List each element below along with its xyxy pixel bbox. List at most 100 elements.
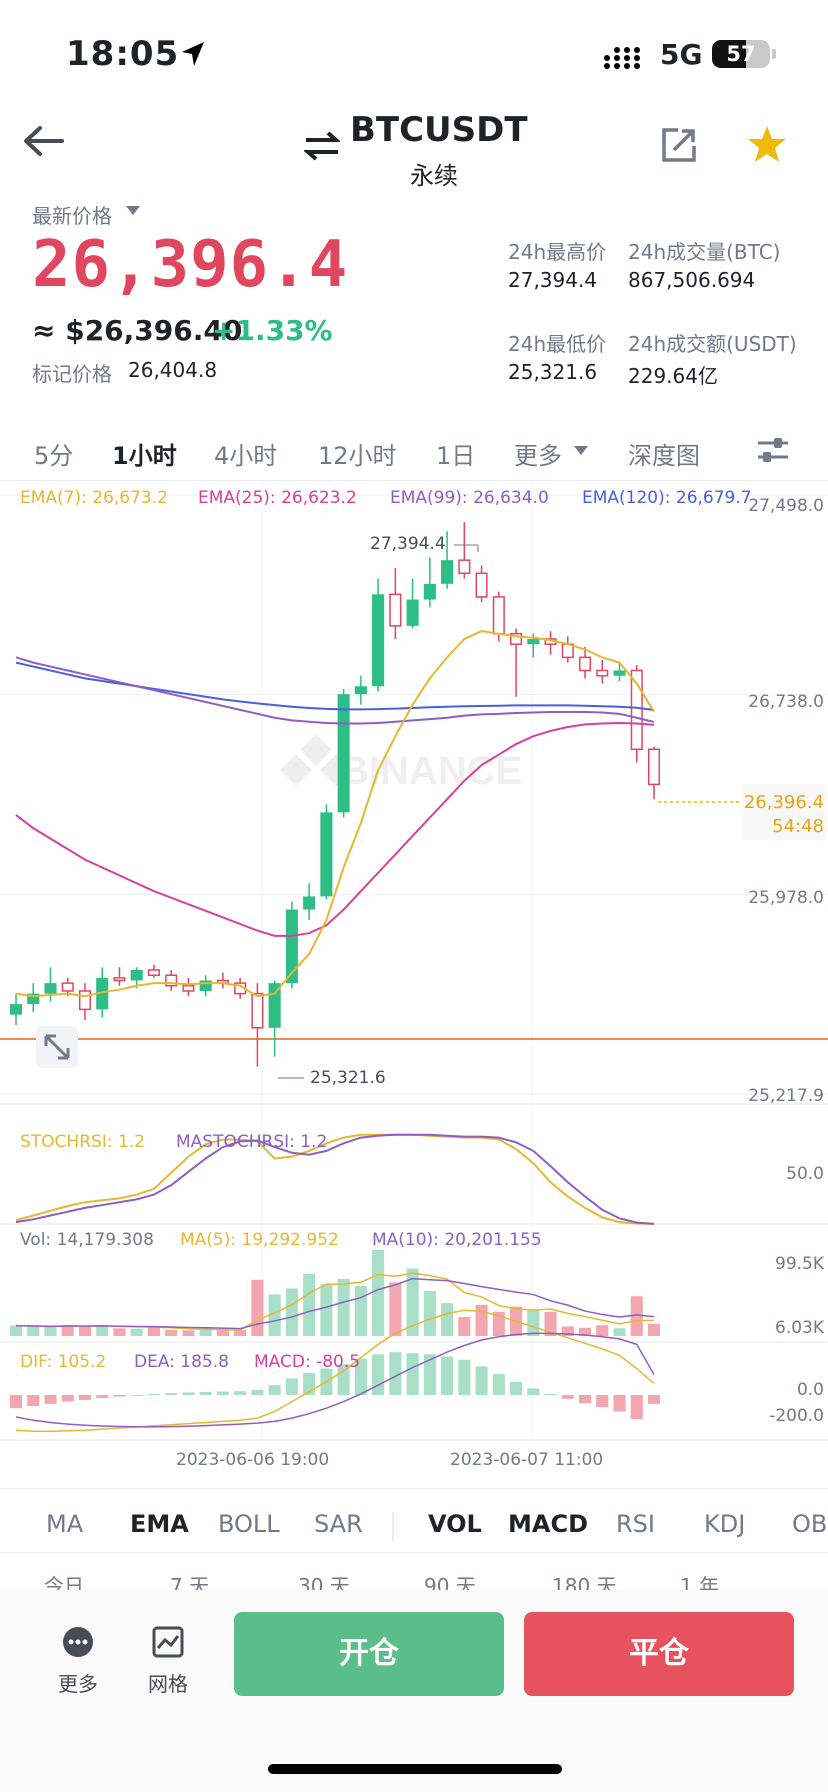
macd-bar bbox=[647, 1395, 661, 1404]
vol-ma10-line bbox=[15, 1277, 655, 1330]
macd-group bbox=[9, 1309, 661, 1433]
usd-price: ≈ $26,396.40 bbox=[32, 314, 243, 347]
volume-bar bbox=[9, 1325, 23, 1336]
volume-bar bbox=[389, 1282, 402, 1336]
volume-bar bbox=[647, 1323, 661, 1336]
caret-down-icon[interactable] bbox=[126, 206, 140, 216]
volume-bar bbox=[78, 1326, 92, 1336]
macd-bar bbox=[199, 1391, 212, 1395]
macd-bar bbox=[165, 1393, 178, 1395]
candle-body bbox=[354, 686, 367, 695]
candle-body bbox=[475, 572, 488, 598]
indicator-ob[interactable]: OB bbox=[792, 1510, 828, 1538]
ema25-legend: EMA(25): 26,623.2 bbox=[198, 488, 357, 508]
expand-icon[interactable] bbox=[36, 1026, 78, 1068]
macd-bar bbox=[596, 1395, 609, 1408]
ema7-legend: EMA(7): 26,673.2 bbox=[20, 488, 168, 508]
volume-bar bbox=[596, 1325, 609, 1336]
macd-bar bbox=[354, 1358, 367, 1395]
status-time: 18:05 bbox=[66, 34, 180, 74]
share-icon[interactable] bbox=[660, 126, 698, 164]
indicator-sar[interactable]: SAR bbox=[314, 1510, 363, 1538]
volume-bar bbox=[492, 1311, 505, 1336]
stochrsi-lines bbox=[15, 1133, 655, 1225]
volume-bar bbox=[354, 1285, 367, 1336]
volume-bar bbox=[527, 1310, 540, 1336]
mark-price-label: 标记价格 bbox=[32, 362, 112, 386]
vol-ma5-line bbox=[15, 1272, 655, 1331]
low-label: 24h最低价 bbox=[508, 332, 607, 356]
more-dots-icon[interactable] bbox=[62, 1626, 94, 1658]
macd-legend: MACD: -80.5 bbox=[254, 1352, 361, 1372]
indicator-vol[interactable]: VOL bbox=[428, 1510, 482, 1538]
chart-settings-icon[interactable] bbox=[756, 434, 790, 466]
stochrsi-legend: STOCHRSI: 1.2 bbox=[20, 1132, 145, 1152]
favorite-star-icon[interactable] bbox=[746, 124, 788, 164]
more-label[interactable]: 更多 bbox=[58, 1672, 98, 1696]
indicator-ma[interactable]: MA bbox=[46, 1510, 84, 1538]
tab-depth[interactable]: 深度图 bbox=[628, 442, 700, 470]
stoch-axis: 50.0 bbox=[786, 1164, 824, 1184]
macd-bar bbox=[96, 1395, 109, 1399]
back-arrow-icon[interactable] bbox=[22, 124, 64, 158]
tab-12h[interactable]: 12小时 bbox=[318, 442, 397, 470]
mastochrsi-line bbox=[15, 1133, 655, 1225]
macd-bar bbox=[406, 1353, 419, 1395]
symbol-title[interactable]: BTCUSDT bbox=[350, 110, 528, 150]
grid-label[interactable]: 网格 bbox=[148, 1672, 188, 1696]
vol-btc-value: 867,506.694 bbox=[628, 268, 756, 292]
candle-body bbox=[165, 974, 178, 987]
candle-body bbox=[510, 632, 523, 645]
tab-4h[interactable]: 4小时 bbox=[214, 442, 278, 470]
candle-body bbox=[578, 656, 592, 672]
price-tag-countdown: 54:48 bbox=[772, 816, 824, 837]
high-annotation: 27,394.4 bbox=[370, 534, 446, 554]
tab-5m[interactable]: 5分 bbox=[34, 442, 74, 470]
macd-bar bbox=[130, 1395, 143, 1396]
candle-body bbox=[596, 669, 609, 677]
volume-bar bbox=[578, 1327, 592, 1336]
volume-bar bbox=[475, 1304, 488, 1336]
tab-more[interactable]: 更多 bbox=[514, 442, 562, 470]
last-price-label[interactable]: 最新价格 bbox=[32, 204, 112, 228]
open-position-button[interactable]: 开仓 bbox=[234, 1612, 504, 1696]
tab-1d[interactable]: 1日 bbox=[436, 442, 476, 470]
tab-1h[interactable]: 1小时 bbox=[112, 442, 177, 470]
tabs-divider bbox=[0, 480, 828, 481]
kline-chart[interactable]: BINANCE bbox=[0, 480, 828, 1465]
volume-bar bbox=[216, 1330, 229, 1336]
vol-ma10-legend: MA(10): 20,201.155 bbox=[372, 1230, 542, 1250]
macd-bar bbox=[527, 1388, 540, 1395]
macd-bar bbox=[630, 1395, 643, 1420]
macd-axis-bottom: -200.0 bbox=[769, 1406, 824, 1426]
grid-trading-icon[interactable] bbox=[152, 1626, 184, 1658]
macd-bar bbox=[441, 1356, 454, 1395]
swap-icon[interactable] bbox=[304, 130, 340, 162]
battery-icon: 57 bbox=[712, 40, 770, 68]
last-price: 26,396.4 bbox=[32, 228, 349, 302]
candle-body bbox=[527, 638, 540, 645]
candle-body bbox=[96, 977, 109, 1010]
price-axis-4: 25,217.9 bbox=[748, 1086, 824, 1106]
candle-body bbox=[441, 560, 454, 584]
ema120-line bbox=[15, 661, 655, 711]
indicator-ema[interactable]: EMA bbox=[130, 1510, 189, 1538]
volume-bar bbox=[165, 1329, 178, 1336]
close-position-button[interactable]: 平仓 bbox=[524, 1612, 794, 1696]
indicator-kdj[interactable]: KDJ bbox=[704, 1510, 746, 1538]
candle-body bbox=[251, 992, 264, 1029]
battery-level: 57 bbox=[726, 42, 756, 66]
indicator-rsi[interactable]: RSI bbox=[616, 1510, 655, 1538]
low-value: 25,321.6 bbox=[508, 360, 598, 384]
volume-bars bbox=[9, 1250, 661, 1336]
price-axis-1: 27,498.0 bbox=[748, 496, 824, 516]
macd-bar bbox=[9, 1395, 23, 1409]
dea-legend: DEA: 185.8 bbox=[134, 1352, 229, 1372]
indicator-boll[interactable]: BOLL bbox=[218, 1510, 280, 1538]
more-caret-icon[interactable] bbox=[574, 446, 588, 456]
volume-bar bbox=[458, 1316, 471, 1336]
candle-body bbox=[199, 980, 212, 991]
vol-usdt-value: 229.64亿 bbox=[628, 364, 718, 388]
indicator-macd[interactable]: MACD bbox=[508, 1510, 588, 1538]
macd-bar bbox=[578, 1395, 592, 1404]
